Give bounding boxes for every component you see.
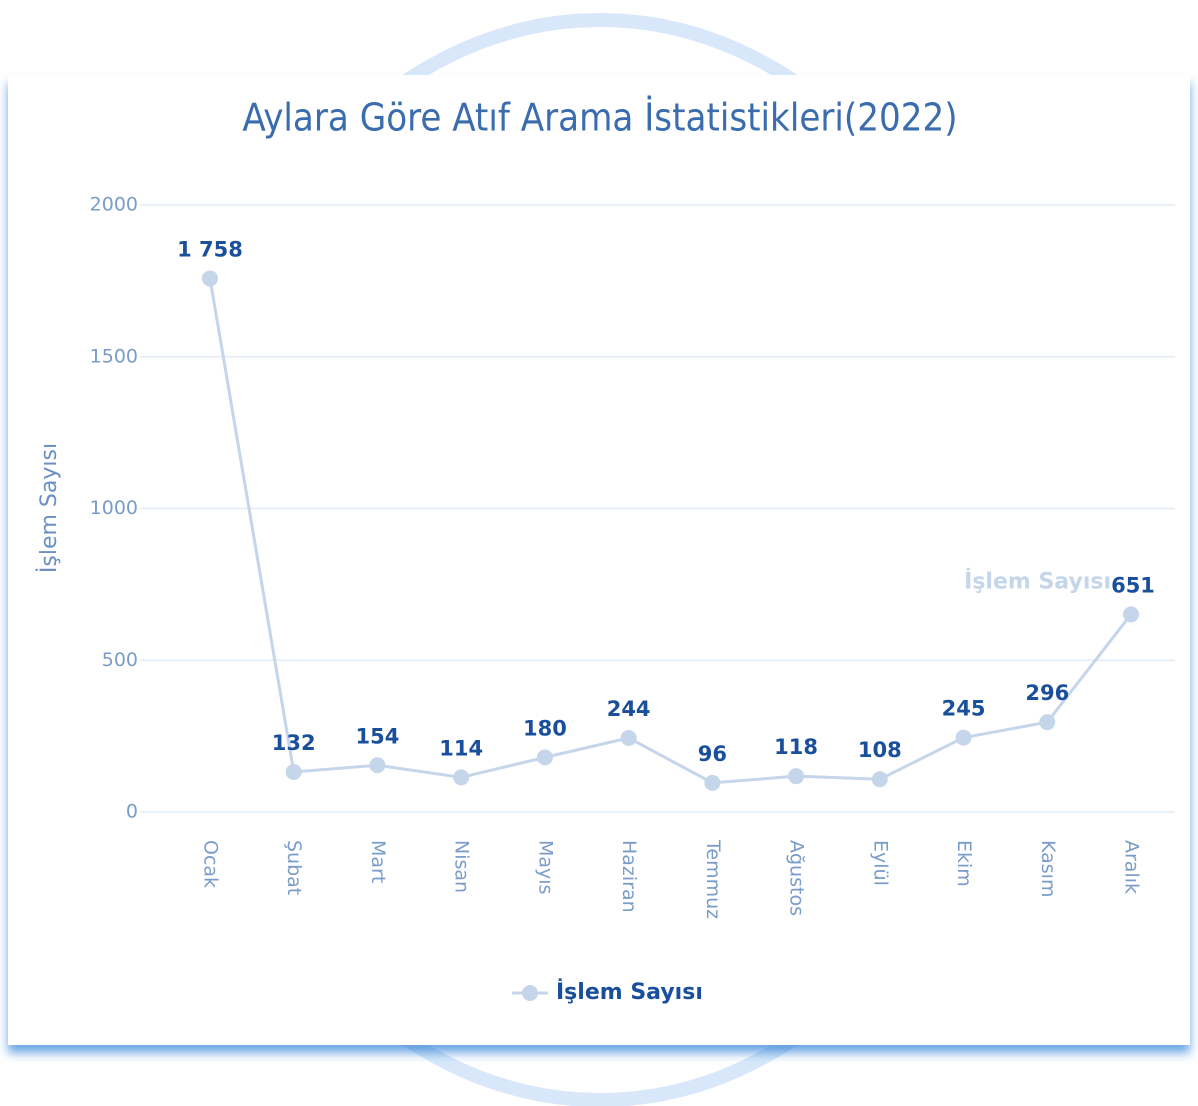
data-label: 245 bbox=[942, 697, 986, 721]
series-end-label: İşlem Sayısı bbox=[964, 568, 1111, 594]
marker bbox=[202, 270, 218, 287]
marker bbox=[704, 774, 721, 791]
data-label: 651 bbox=[1111, 573, 1155, 597]
marker bbox=[955, 729, 972, 746]
marker bbox=[620, 729, 637, 746]
y-tick-label: 1500 bbox=[90, 345, 138, 367]
x-tick-label: Kasım bbox=[1037, 840, 1059, 897]
marker bbox=[788, 768, 805, 785]
marker bbox=[1039, 714, 1056, 731]
x-tick-label: Temmuz bbox=[702, 839, 724, 919]
chart-title: Aylara Göre Atıf Arama İstatistikleri(20… bbox=[242, 96, 957, 140]
line bbox=[208, 278, 1133, 785]
marker bbox=[369, 757, 386, 774]
y-axis-label: İşlem Sayısı bbox=[36, 443, 62, 573]
y-tick-label: 1000 bbox=[90, 497, 138, 519]
data-label: 296 bbox=[1025, 681, 1069, 705]
x-tick-label: Mayıs bbox=[534, 840, 556, 894]
marker bbox=[1123, 606, 1139, 623]
x-tick-label: Ekim bbox=[953, 840, 975, 887]
x-tick-label: Haziran bbox=[618, 840, 640, 913]
marker bbox=[536, 749, 553, 766]
marker bbox=[871, 771, 888, 788]
x-tick-label: Ocak bbox=[200, 840, 222, 888]
x-tick-label: Aralık bbox=[1121, 840, 1143, 894]
data-label: 154 bbox=[356, 724, 400, 748]
legend-label: İşlem Sayısı bbox=[556, 979, 703, 1005]
x-tick-label: Mart bbox=[367, 840, 389, 883]
data-label: 96 bbox=[698, 742, 727, 766]
marker bbox=[285, 763, 302, 780]
x-tick-label: Eylül bbox=[869, 840, 891, 886]
legend-marker bbox=[522, 985, 538, 1001]
y-tick-label: 500 bbox=[102, 649, 138, 671]
data-label: 114 bbox=[439, 736, 483, 760]
y-tick-label: 2000 bbox=[90, 194, 138, 216]
y-tick-label: 0 bbox=[126, 801, 138, 823]
data-label: 1 758 bbox=[177, 237, 243, 261]
data-label: 244 bbox=[607, 697, 651, 721]
card bbox=[8, 75, 1190, 1045]
data-label: 108 bbox=[858, 738, 902, 762]
x-tick-label: Şubat bbox=[283, 840, 305, 895]
marker bbox=[453, 769, 470, 786]
data-label: 180 bbox=[523, 716, 567, 740]
x-tick-label: Nisan bbox=[451, 840, 473, 893]
data-label: 132 bbox=[272, 731, 316, 755]
x-tick-label: Ağustos bbox=[786, 840, 808, 916]
data-label: 118 bbox=[774, 735, 818, 759]
